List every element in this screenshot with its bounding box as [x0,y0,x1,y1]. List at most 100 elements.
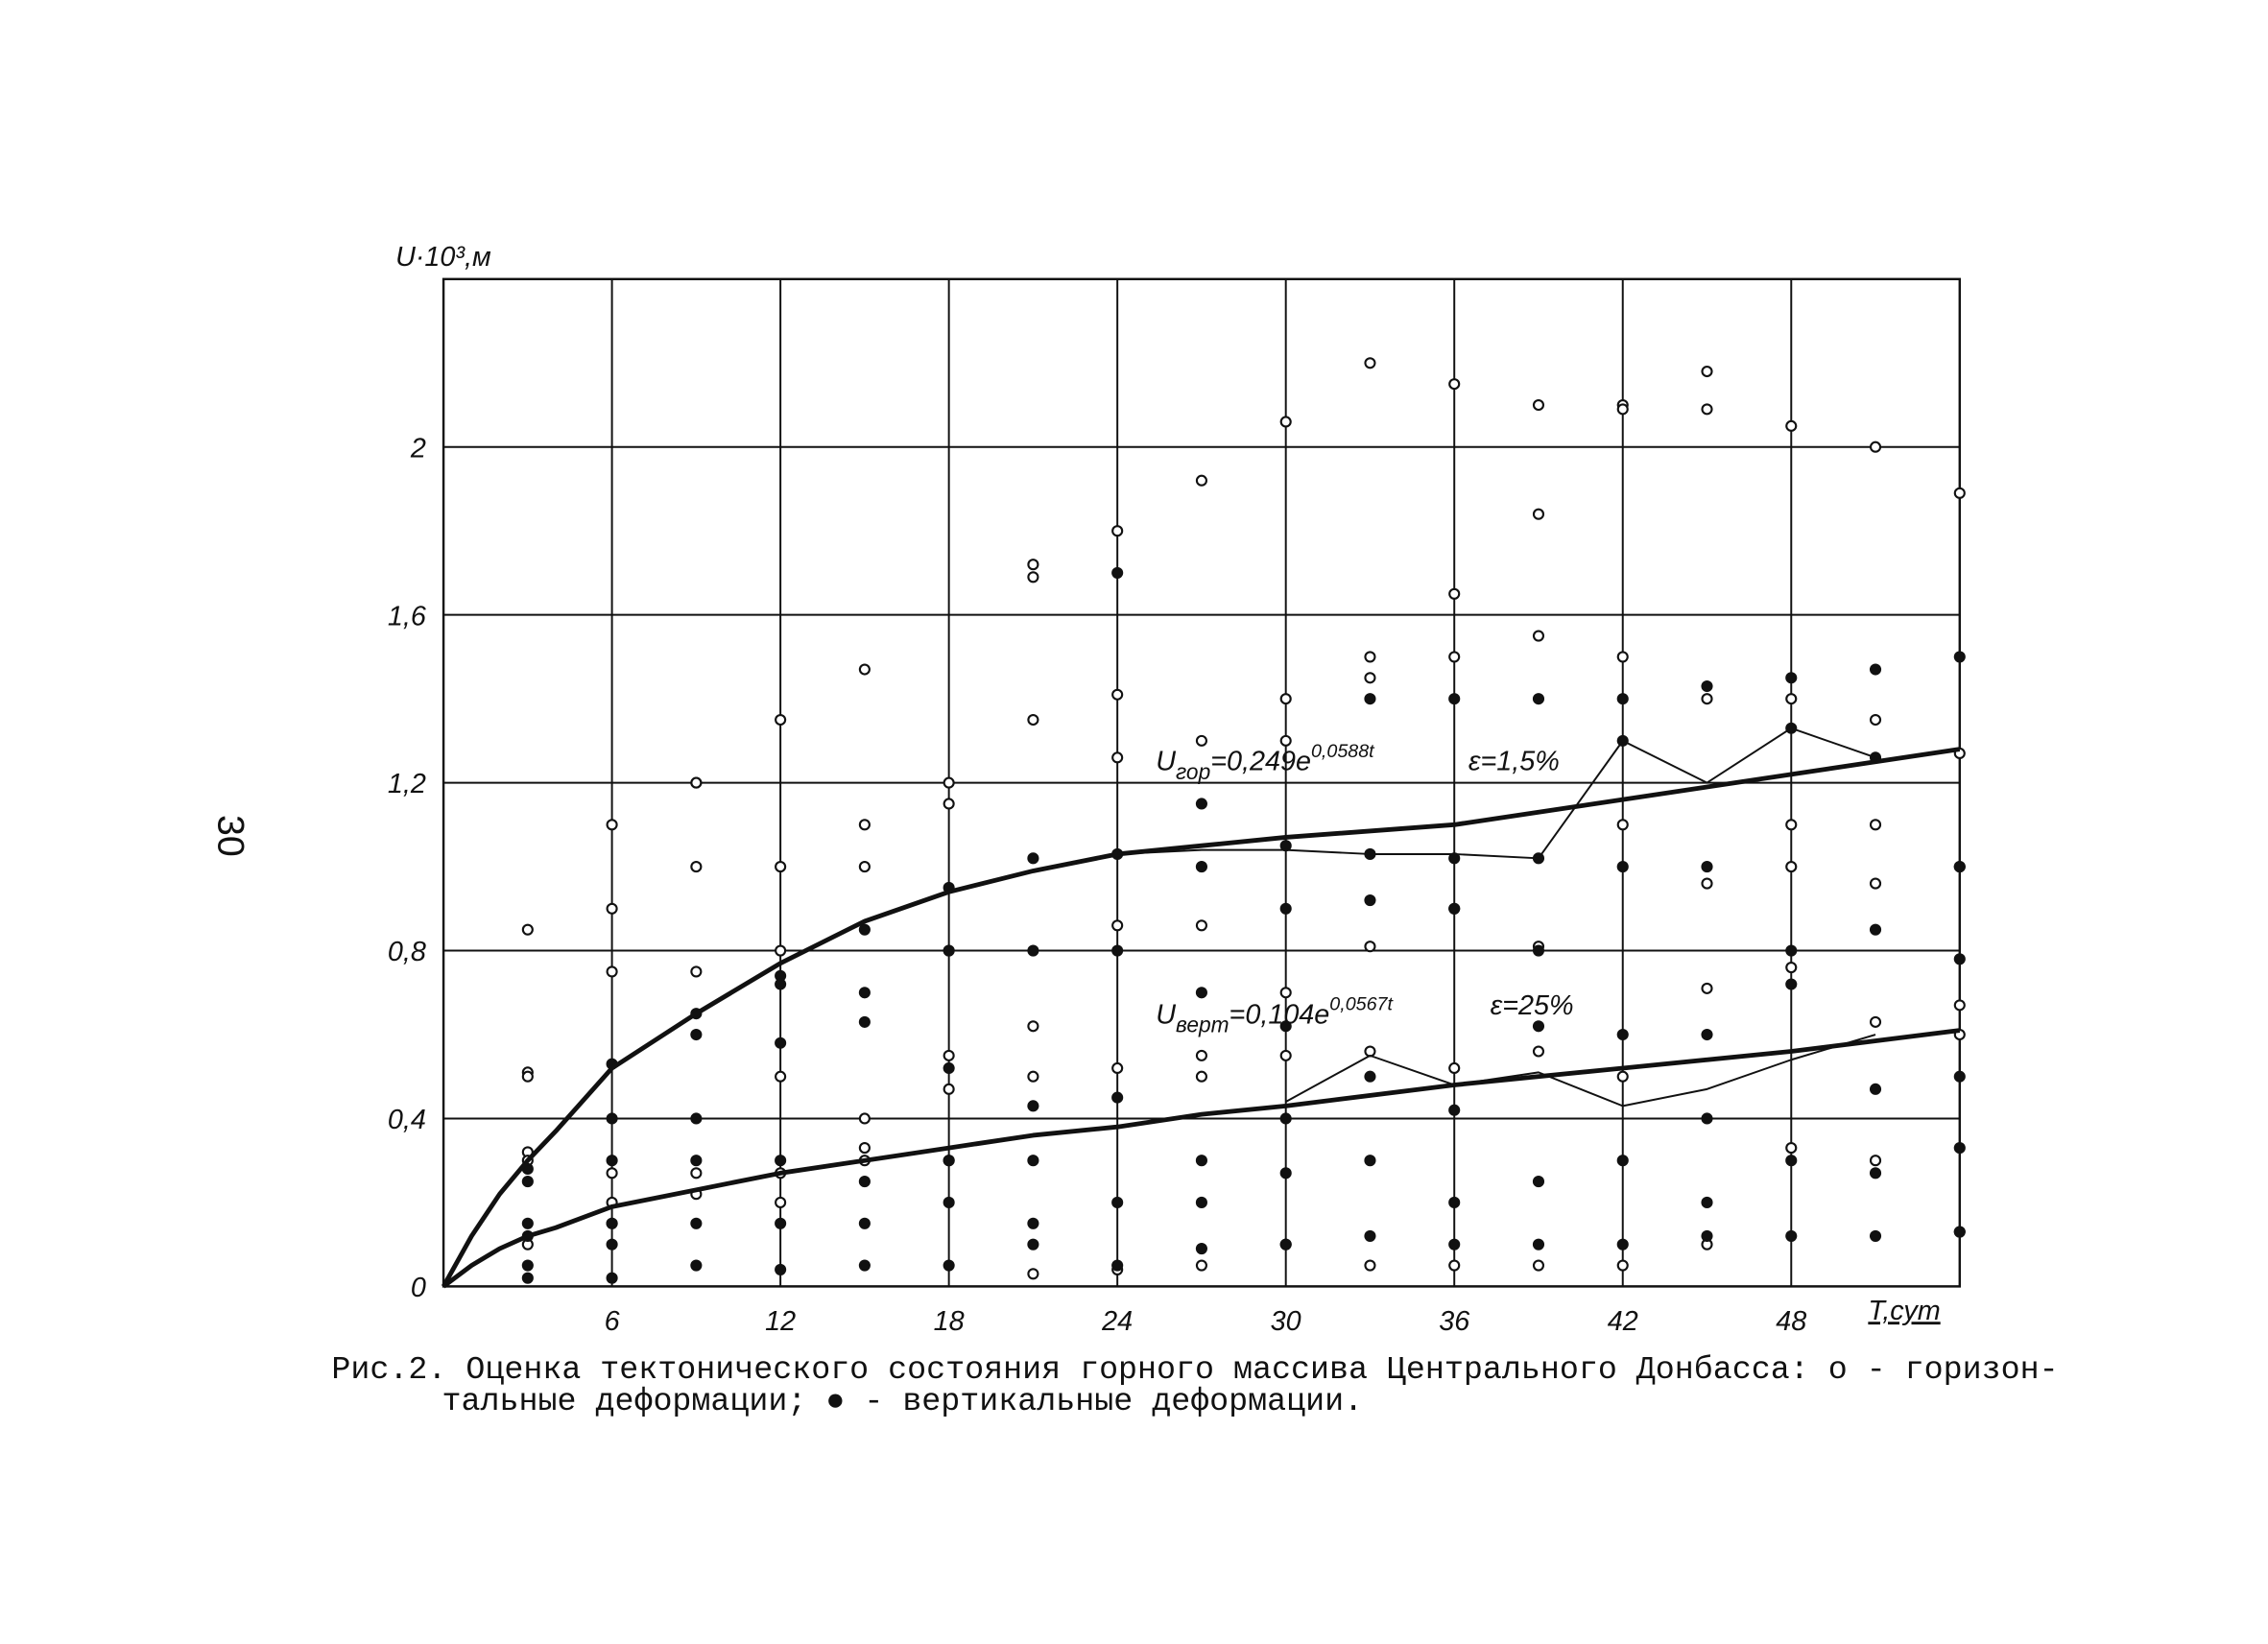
vertical-point [1785,1229,1798,1242]
vertical-point [943,1259,955,1272]
vertical-point [1616,861,1629,873]
vertical-point [690,1259,703,1272]
horizontal-point [1448,1259,1461,1272]
vertical-point [1195,1196,1207,1209]
horizontal-point [775,861,787,873]
horizontal-point [1785,861,1798,873]
vertical-point [1869,1229,1882,1242]
horizontal-point [1616,651,1629,663]
vertical-point [1279,1112,1292,1125]
vertical-point [1111,1091,1124,1104]
horizontal-point [690,965,703,978]
formula: Uверт=0,104e0,0567t [1156,994,1394,1037]
horizontal-point [1448,651,1461,663]
vertical-point [1953,651,1966,663]
vertical-point [775,1036,787,1049]
vertical-point [1448,902,1461,915]
vertical-point [1785,672,1798,684]
vertical-point [1364,1229,1376,1242]
horizontal-point [1027,1020,1039,1033]
horizontal-point [1785,1142,1798,1155]
vertical-point [1027,1217,1039,1229]
vertical-point [1279,1167,1292,1179]
vertical-point [521,1272,534,1284]
horizontal-point [1279,693,1292,705]
vertical-point [858,1217,871,1229]
horizontal-point [1701,877,1713,890]
horizontal-point [1279,1049,1292,1061]
vertical-point [1364,894,1376,907]
x-tick-label: 24 [1101,1306,1133,1337]
vertical-point [606,1272,618,1284]
vertical-point [858,987,871,999]
vertical-point [1953,861,1966,873]
vertical-point [775,1263,787,1275]
horizontal-point [1616,1259,1629,1272]
horizontal-point [1869,877,1882,890]
vertical-point [1532,1176,1545,1188]
horizontal-point [521,1070,534,1083]
vertical-point [1195,1242,1207,1255]
vertical-point [1701,679,1713,693]
fit-curve [441,747,1961,1288]
vertical-point [858,923,871,936]
mean-line [1285,1034,1876,1108]
horizontal-point [1364,941,1376,953]
vertical-point [1953,953,1966,965]
horizontal-point [1195,1049,1207,1061]
vertical-point [775,978,787,990]
horizontal-point [1111,751,1124,764]
vertical-point [1195,798,1207,810]
vertical-point [1448,1196,1461,1209]
horizontal-point [1532,630,1545,642]
vertical-point [1532,693,1545,705]
x-tick-label: 30 [1271,1306,1301,1337]
horizontal-point [1195,1070,1207,1083]
vertical-point [1364,1070,1376,1083]
x-tick-label: 18 [934,1306,965,1337]
horizontal-point [1701,693,1713,705]
vertical-point [1953,1142,1966,1155]
vertical-point [1701,1028,1713,1041]
horizontal-point [1111,1061,1124,1075]
horizontal-point [690,1167,703,1179]
horizontal-point [1532,398,1545,412]
vertical-point [1953,1226,1966,1238]
vertical-point [858,1176,871,1188]
vertical-point [1532,944,1545,957]
vertical-point [1869,923,1882,936]
vertical-point [1279,1238,1292,1251]
horizontal-point [1364,672,1376,684]
vertical-point [1027,1100,1039,1112]
vertical-point [943,1155,955,1167]
horizontal-point [1111,525,1124,537]
horizontal-point [943,1049,955,1061]
vertical-point [1448,1104,1461,1116]
formula: Uгор=0,249e0,0588t [1156,741,1375,784]
y-tick-label: 0,4 [388,1105,426,1135]
horizontal-point [1869,819,1882,831]
horizontal-point [1027,571,1039,584]
vertical-point [1616,1238,1629,1251]
vertical-point [943,1196,955,1209]
vertical-point [1195,987,1207,999]
vertical-point [1195,1155,1207,1167]
vertical-point [1869,1167,1882,1179]
vertical-point [943,944,955,957]
horizontal-point [1953,487,1966,499]
horizontal-point [1869,441,1882,453]
horizontal-point [1027,559,1039,571]
horizontal-point [690,776,703,789]
horizontal-point [1364,357,1376,369]
horizontal-point [1448,378,1461,391]
vertical-point [521,1259,534,1272]
horizontal-point [1616,1070,1629,1083]
horizontal-point [1532,508,1545,520]
horizontal-point [1279,416,1292,428]
vertical-point [775,1155,787,1167]
vertical-point [1785,944,1798,957]
caption-line: тальные деформации; ● - вертикальные деф… [442,1384,1364,1420]
y-tick-label: 2 [410,433,426,464]
